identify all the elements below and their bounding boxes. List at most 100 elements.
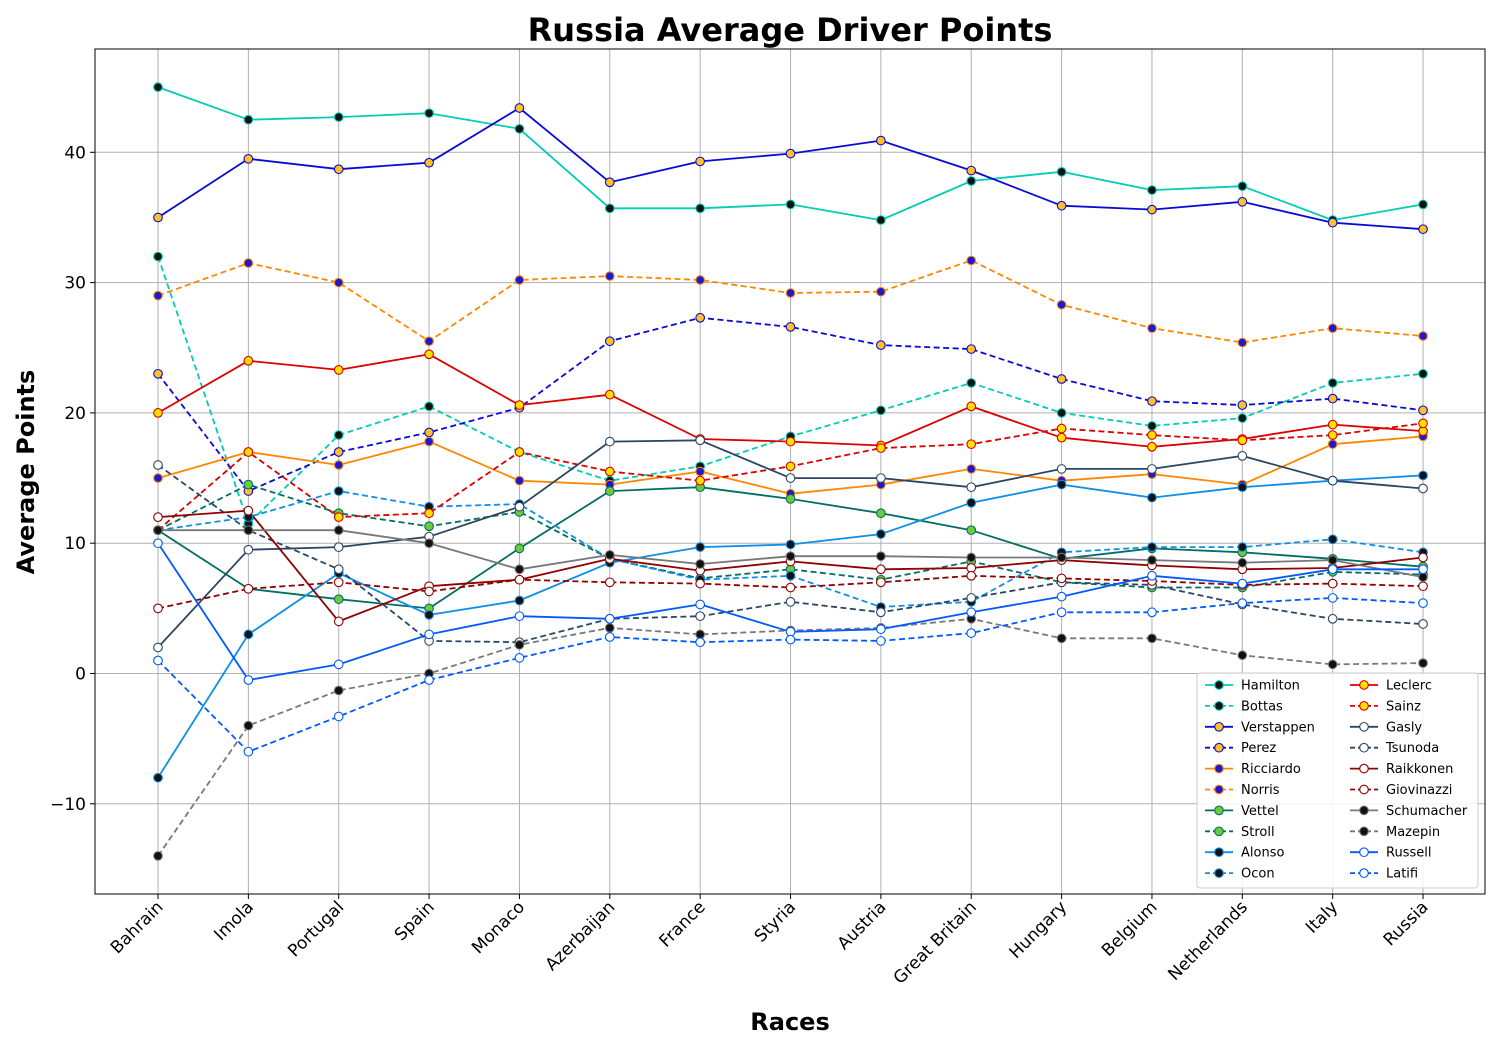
data-point-russell [1327,564,1338,575]
data-point-russell [1418,564,1428,575]
data-point-perez [604,336,615,347]
legend-label-stroll: Stroll [1241,825,1275,840]
data-point-gasly [604,436,615,447]
data-point-gasly [1147,464,1157,474]
data-point-verstappen [966,165,977,176]
data-point-bottas [1056,408,1067,418]
data-point-mazepin [243,720,254,731]
data-point-sainz [1147,430,1157,440]
data-point-hamilton [424,108,434,119]
data-point-verstappen [1418,224,1428,235]
data-point-raikkonen [333,616,344,627]
data-point-giovinazzi [514,574,525,585]
data-point-perez [424,427,434,438]
legend: Hamilton Bottas Verstappen Perez Ricciardo No… [1196,672,1479,889]
data-point-norris [1418,331,1428,341]
data-point-hamilton [604,203,615,214]
legend-marker-alonso [1214,847,1224,858]
data-point-tsunoda [1418,619,1428,629]
data-point-mazepin [1147,633,1157,644]
legend-marker-latifi [1359,868,1369,878]
data-point-ocon [1147,542,1157,552]
data-point-norris [966,255,977,266]
legend-marker-sainz [1359,701,1369,711]
data-point-mazepin [604,623,615,633]
data-point-sainz [1237,435,1248,446]
data-point-hamilton [153,82,163,92]
data-point-perez [876,340,886,350]
data-point-verstappen [333,164,344,175]
data-point-gasly [966,482,977,493]
data-point-verstappen [1056,200,1067,211]
data-point-latifi [876,636,886,646]
data-point-alonso [1418,470,1428,481]
data-point-tsunoda [333,564,344,575]
data-point-giovinazzi [876,577,886,588]
data-point-sainz [966,439,977,450]
data-point-schumacher [243,525,254,536]
legend-label-russell: Russell [1386,846,1431,861]
data-point-bottas [1237,413,1248,423]
y-tick-label: 20 [64,404,86,424]
data-point-bottas [424,401,434,412]
data-point-giovinazzi [1327,578,1338,589]
data-point-verstappen [424,157,434,168]
legend-marker-mazepin [1359,826,1369,837]
data-point-hamilton [1418,199,1428,210]
data-point-verstappen [1237,196,1248,207]
legend-marker-gasly [1359,721,1369,732]
data-point-mazepin [514,639,525,650]
data-point-russell [243,675,254,685]
data-point-gasly [1237,451,1248,461]
legend-label-bottas: Bottas [1241,699,1283,714]
data-point-ricciardo [514,475,525,486]
data-point-latifi [1418,598,1428,608]
data-point-sainz [1056,423,1067,434]
data-point-leclerc [333,365,344,375]
data-point-leclerc [966,401,977,412]
data-point-perez [1147,396,1157,407]
legend-marker-tsunoda [1359,742,1369,753]
data-point-ricciardo [695,466,706,477]
data-point-perez [1237,400,1248,410]
data-point-tsunoda [695,611,706,622]
data-point-ocon [1237,542,1248,552]
data-point-alonso [1056,479,1067,490]
data-point-latifi [514,653,525,663]
data-point-tsunoda [876,607,886,618]
legend-label-sainz: Sainz [1386,699,1421,714]
y-tick-label: 0 [75,665,86,685]
data-point-mazepin [333,685,344,696]
data-point-schumacher [1056,552,1067,563]
data-point-sainz [243,447,254,457]
data-point-hamilton [1147,185,1157,195]
data-point-russell [1237,578,1248,589]
data-point-hamilton [1237,181,1248,192]
data-point-ricciardo [966,464,977,474]
series-line-tsunoda [157,464,1424,644]
data-point-alonso [243,629,254,640]
data-point-alonso [876,529,886,539]
data-point-sainz [333,512,344,522]
legend-label-raikkonen: Raikkonen [1386,762,1453,777]
data-point-raikkonen [876,564,886,575]
data-point-norris [514,275,525,285]
data-point-latifi [1327,593,1338,603]
data-point-perez [153,368,163,379]
data-point-gasly [785,473,796,483]
data-point-sainz [695,475,706,486]
data-point-giovinazzi [243,583,254,594]
legend-label-norris: Norris [1241,783,1280,798]
data-point-alonso [966,497,977,508]
y-tick-label: 10 [64,534,86,554]
data-point-verstappen [785,148,796,159]
legend-marker-norris [1214,784,1224,795]
y-tick-label: −10 [50,795,86,815]
data-point-gasly [333,542,344,552]
data-point-gasly [1327,475,1338,486]
y-tick-label: 30 [64,274,86,294]
data-point-mazepin [1237,650,1248,661]
data-point-tsunoda [1327,613,1338,624]
data-point-perez [1056,374,1067,384]
